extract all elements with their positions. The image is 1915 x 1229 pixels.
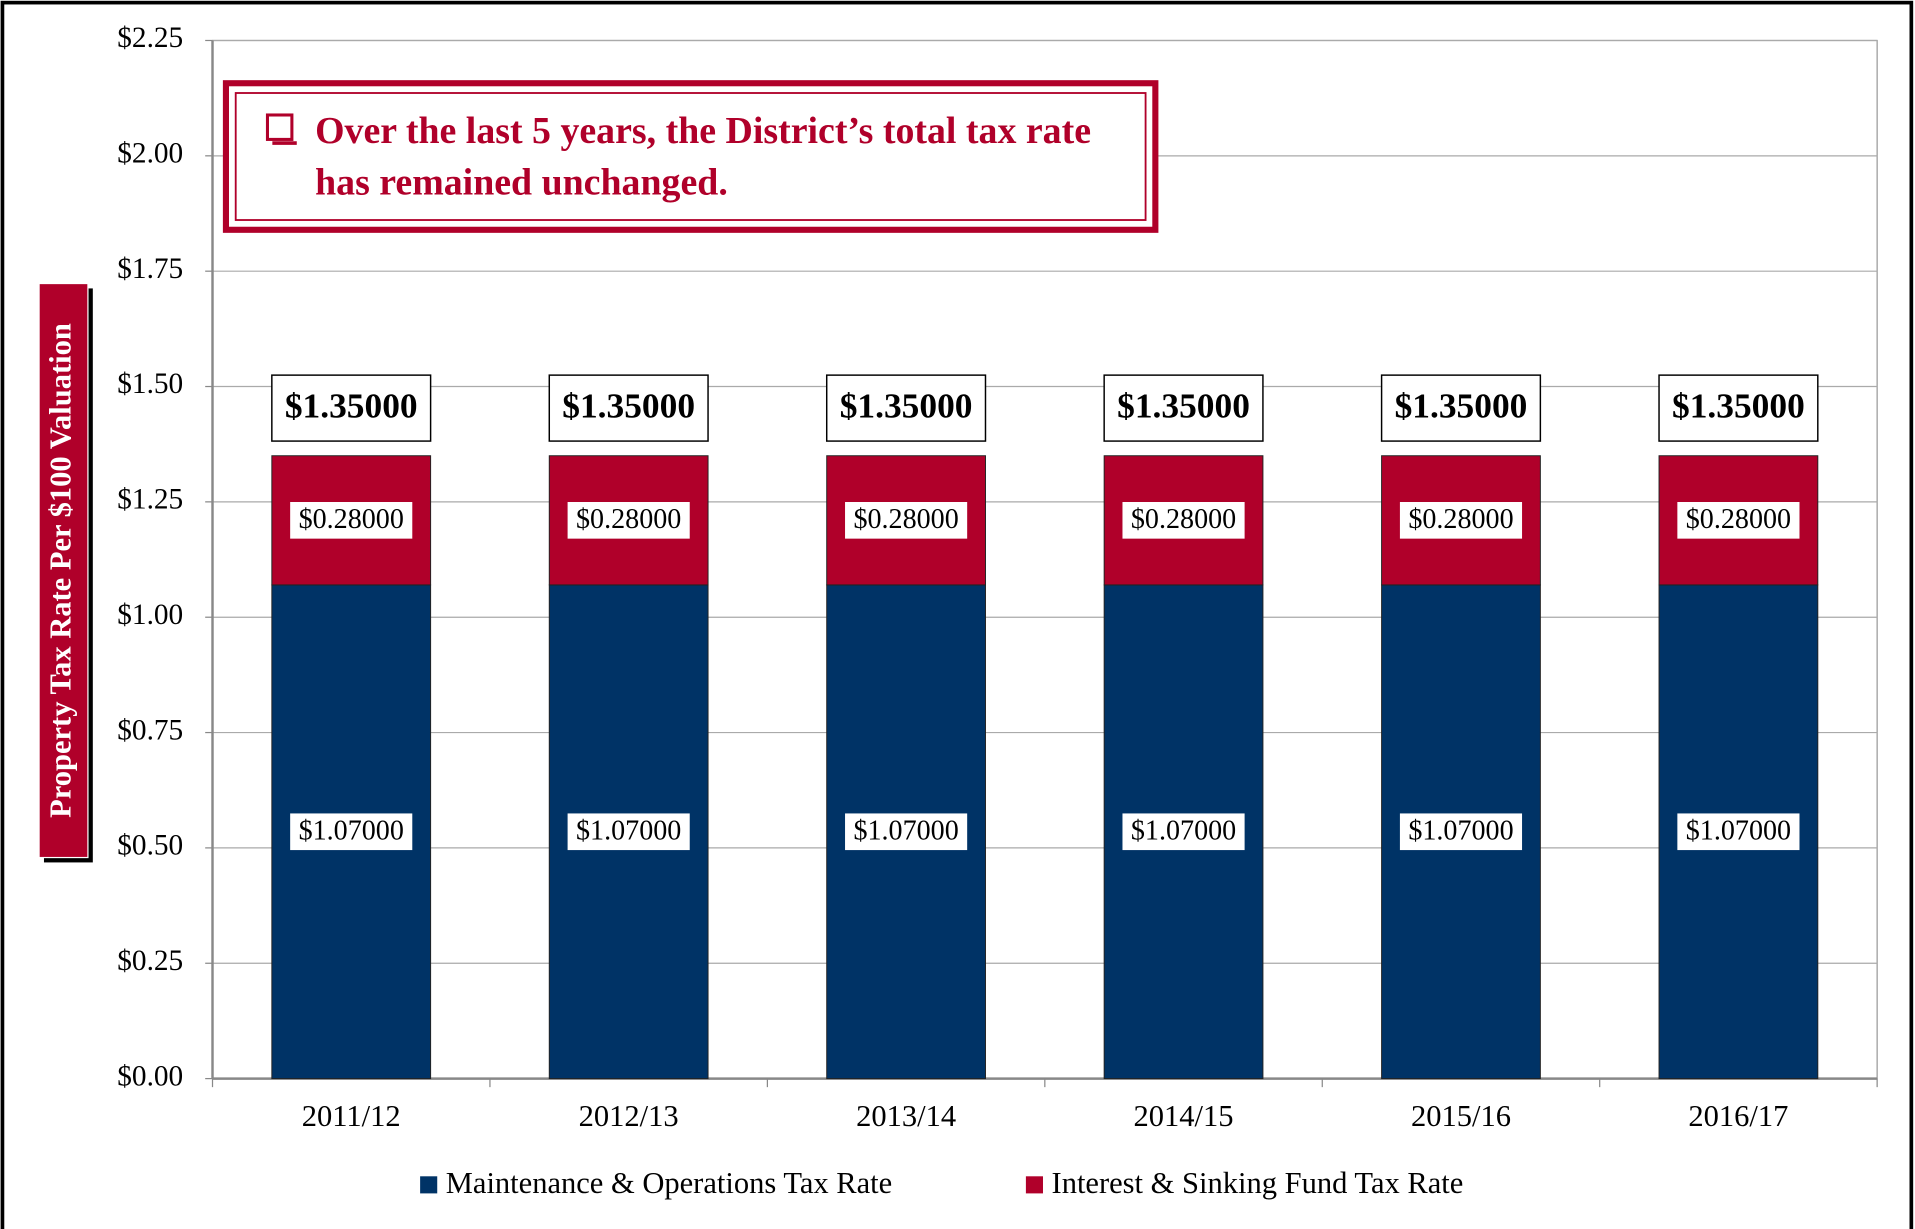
total-label: $1.35000 <box>1395 385 1528 425</box>
annotation-box-outer <box>222 80 1159 233</box>
data-label: $1.07000 <box>576 815 681 846</box>
total-label-box <box>271 374 432 442</box>
data-label-box <box>567 813 690 851</box>
y-axis-title-box <box>38 282 89 859</box>
annotation-bullet <box>265 113 294 141</box>
annotation: Over the last 5 years, the District’s to… <box>315 108 1092 203</box>
total-label: $1.35000 <box>562 385 695 425</box>
data-label: $0.28000 <box>1686 504 1791 535</box>
y-tick-label: $2.00 <box>117 138 183 170</box>
x-tick-label: 2011/12 <box>302 1099 401 1133</box>
data-label-box <box>1399 813 1523 851</box>
y-axis-title: Property Tax Rate Per $100 Valuation <box>38 282 93 863</box>
x-tick-label: 2016/17 <box>1688 1099 1788 1133</box>
y-tick-label: $1.75 <box>117 253 183 285</box>
y-axis-title-text: Property Tax Rate Per $100 Valuation <box>44 323 78 818</box>
x-tick-label: 2014/15 <box>1134 1099 1234 1133</box>
data-label: $0.28000 <box>299 504 404 535</box>
x-tick-label: 2012/13 <box>579 1099 679 1133</box>
y-tick-label: $1.25 <box>117 484 183 516</box>
data-label: $1.07000 <box>1131 815 1236 846</box>
legend-swatch <box>420 1176 438 1194</box>
total-label-box <box>548 374 709 442</box>
data-label: $0.28000 <box>1131 504 1236 535</box>
y-tick-label: $2.25 <box>117 22 183 54</box>
x-tick-label: 2013/14 <box>856 1099 956 1133</box>
data-label-box <box>845 502 968 539</box>
data-label-box <box>290 813 413 851</box>
annotation-box-inner <box>234 92 1147 221</box>
total-label-box <box>1658 374 1819 442</box>
data-label-box <box>1677 813 1800 851</box>
y-tick-label: $1.00 <box>117 599 183 631</box>
total-label: $1.35000 <box>285 385 418 425</box>
total-label: $1.35000 <box>1672 385 1805 425</box>
annotation-text: Over the last 5 years, the District’s to… <box>315 108 1092 203</box>
legend-swatch <box>1025 1176 1043 1194</box>
x-tick-label: 2015/16 <box>1411 1099 1511 1133</box>
total-label: $1.35000 <box>1117 385 1250 425</box>
data-label-box <box>1399 502 1523 539</box>
data-label: $1.07000 <box>299 815 404 846</box>
legend-label: Maintenance & Operations Tax Rate <box>446 1166 892 1200</box>
data-label-box <box>1122 502 1245 539</box>
total-label-box <box>825 374 987 442</box>
data-label: $1.07000 <box>1686 815 1791 846</box>
y-tick-label: $0.50 <box>117 830 183 862</box>
data-label: $0.28000 <box>853 504 958 535</box>
data-label: $1.07000 <box>1408 815 1513 846</box>
total-label: $1.35000 <box>840 385 973 425</box>
data-label-box <box>845 813 968 851</box>
data-label-box <box>1122 813 1245 851</box>
y-tick-label: $0.25 <box>117 945 183 977</box>
total-label-box <box>1103 374 1264 442</box>
y-tick-label: $0.00 <box>117 1060 183 1092</box>
y-tick-label: $0.75 <box>117 714 183 746</box>
legend-label: Interest & Sinking Fund Tax Rate <box>1052 1166 1464 1200</box>
total-label-box <box>1380 374 1542 442</box>
y-tick-label: $1.50 <box>117 368 183 400</box>
data-label: $0.28000 <box>576 504 681 535</box>
data-label-box <box>567 502 690 539</box>
data-label-box <box>1677 502 1800 539</box>
data-label: $0.28000 <box>1408 504 1513 535</box>
data-label: $1.07000 <box>853 815 958 846</box>
data-label-box <box>290 502 413 539</box>
